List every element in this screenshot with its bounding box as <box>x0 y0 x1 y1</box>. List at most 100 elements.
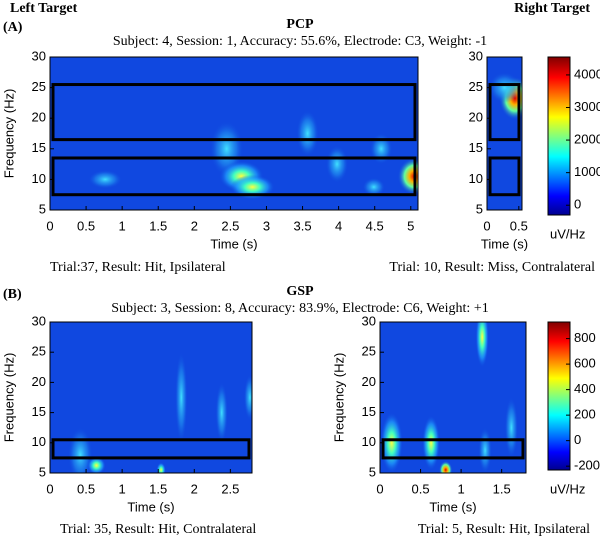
x-tick-label: 1.5 <box>149 481 167 496</box>
colorbar-tick-label: 3000 <box>574 99 600 114</box>
colorbar <box>547 56 571 216</box>
colorbar-label: uV/Hz <box>550 481 585 496</box>
heatmap <box>487 57 522 210</box>
x-tick-label: 0 <box>46 481 53 496</box>
caption: Trial:37, Result: Hit, Ipsilateral <box>50 260 226 275</box>
x-tick-label: 2 <box>191 481 198 496</box>
colorbar-tick-label: 400 <box>574 381 596 396</box>
colorbar-tick-label: 2000 <box>574 132 600 147</box>
heatmap-texture <box>326 145 349 183</box>
heatmap-background <box>380 322 526 473</box>
panel-subtitle: Subject: 3, Session: 8, Accuracy: 83.9%,… <box>111 301 488 316</box>
frequency-band <box>488 83 521 142</box>
x-tick-label: 2.5 <box>221 481 239 496</box>
x-tick-label: 0.5 <box>77 481 95 496</box>
y-tick-label: 15 <box>32 404 46 419</box>
frequency-band <box>488 156 521 197</box>
heatmap-texture <box>68 427 93 473</box>
colorbar-tick-label: -200 <box>574 458 600 473</box>
heatmap <box>50 57 418 210</box>
x-tick-label: 2.5 <box>221 218 239 233</box>
heatmap-texture <box>370 133 393 165</box>
heatmap-texture <box>243 374 252 421</box>
x-tick-label: 3.5 <box>294 218 312 233</box>
heatmap-texture <box>478 427 492 473</box>
x-tick-label: 0.5 <box>412 481 430 496</box>
x-tick-label: 2 <box>191 218 198 233</box>
caption: Trial: 35, Result: Hit, Contralateral <box>60 522 256 537</box>
right-header: Right Target <box>514 1 590 16</box>
y-tick-label: 20 <box>362 374 376 389</box>
heatmap-texture <box>175 352 188 443</box>
colorbar-tick-label: 0 <box>574 197 581 212</box>
colorbar-tick-label: 800 <box>574 330 596 345</box>
heatmap-texture <box>230 174 275 200</box>
x-axis-label: Time (s) <box>127 499 174 514</box>
y-tick-label: 15 <box>32 140 46 155</box>
x-tick-label: 0.5 <box>510 218 528 233</box>
x-tick-label: 0 <box>483 218 490 233</box>
x-tick-label: 5 <box>407 218 414 233</box>
heatmap-texture <box>88 170 122 189</box>
y-tick-label: 20 <box>32 110 46 125</box>
heatmap <box>50 322 252 473</box>
plot-frame <box>486 56 523 211</box>
heatmap-texture <box>439 460 453 473</box>
frequency-band <box>51 438 251 460</box>
x-tick-label: 0.5 <box>77 218 95 233</box>
plot-frame <box>49 56 419 211</box>
y-tick-label: 10 <box>469 171 483 186</box>
y-tick-label: 30 <box>469 48 483 63</box>
x-axis-label: Time (s) <box>210 236 257 251</box>
y-tick-label: 30 <box>32 313 46 328</box>
y-tick-label: 30 <box>32 48 46 63</box>
x-tick-label: 4.5 <box>366 218 384 233</box>
x-tick-label: 1.5 <box>493 481 511 496</box>
heatmap-texture <box>215 382 228 443</box>
colorbar-tick-label: 200 <box>574 407 596 422</box>
caption: Trial: 10, Result: Miss, Contralateral <box>389 260 595 275</box>
x-axis-label: Time (s) <box>429 499 476 514</box>
x-tick-label: 0 <box>376 481 383 496</box>
y-tick-label: 25 <box>32 79 46 94</box>
heatmap-texture <box>296 110 319 157</box>
heatmap-texture <box>156 462 166 473</box>
heatmap-texture <box>87 456 106 473</box>
plot-frame <box>49 321 253 474</box>
heatmap-texture <box>504 397 518 458</box>
y-tick-label: 10 <box>32 171 46 186</box>
y-axis-label: Frequency (Hz) <box>331 353 346 443</box>
y-tick-label: 25 <box>469 79 483 94</box>
colorbar-tick-label: 1000 <box>574 164 600 179</box>
heatmap-texture <box>475 322 489 368</box>
y-tick-label: 25 <box>362 344 376 359</box>
y-tick-label: 5 <box>369 464 376 479</box>
frequency-band <box>381 438 525 460</box>
y-tick-label: 30 <box>362 313 376 328</box>
caption: Trial: 5, Result: Hit, Ipsilateral <box>418 522 590 537</box>
panel-title: PCP <box>286 17 314 32</box>
y-tick-label: 20 <box>469 110 483 125</box>
y-tick-label: 10 <box>32 434 46 449</box>
x-tick-label: 1 <box>119 218 126 233</box>
heatmap-texture <box>488 72 521 103</box>
colorbar-label: uV/Hz <box>550 226 585 241</box>
panel-label: (B) <box>3 287 22 302</box>
heatmap-texture <box>362 177 385 197</box>
x-tick-label: 1.5 <box>149 218 167 233</box>
y-axis-label: Frequency (Hz) <box>1 353 16 443</box>
x-tick-label: 3 <box>263 218 270 233</box>
x-axis-label: Time (s) <box>481 236 528 251</box>
plot-frame <box>379 321 527 474</box>
panel-label: (A) <box>3 20 23 35</box>
y-tick-label: 25 <box>32 344 46 359</box>
colorbar-tick-label: 0 <box>574 432 581 447</box>
y-tick-label: 15 <box>362 404 376 419</box>
x-tick-label: 1 <box>457 481 464 496</box>
colorbar-tick-label: 600 <box>574 356 596 371</box>
colorbar-tick-label: 4000 <box>574 66 600 81</box>
x-tick-label: 1 <box>119 481 126 496</box>
y-tick-label: 5 <box>39 201 46 216</box>
y-tick-label: 10 <box>362 434 376 449</box>
